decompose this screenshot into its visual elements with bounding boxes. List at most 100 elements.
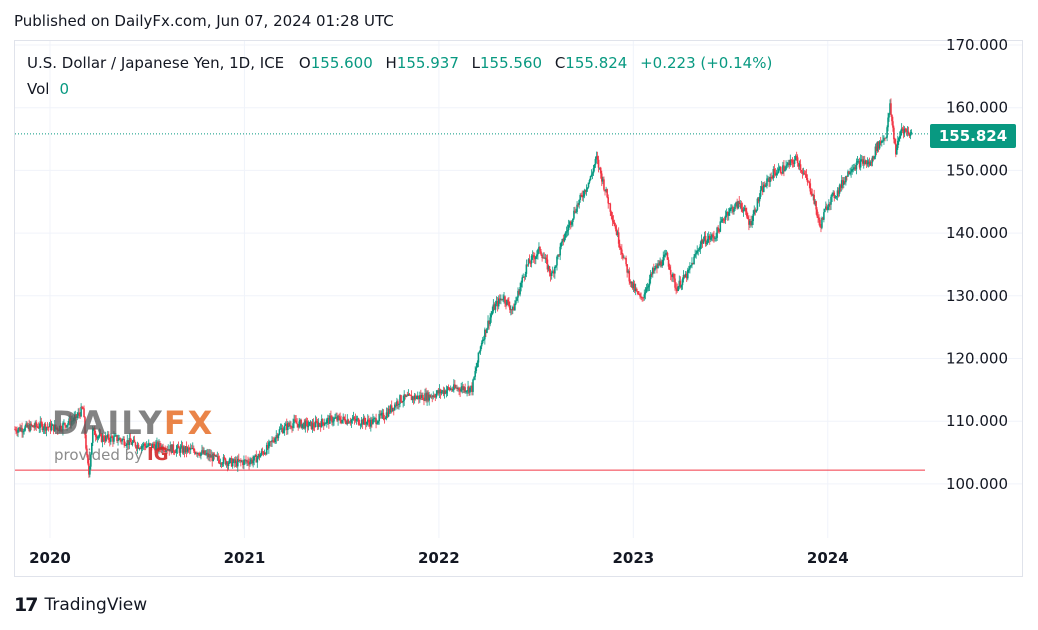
candle-body <box>169 445 172 452</box>
candle-body <box>680 285 683 288</box>
candle-body <box>829 203 831 205</box>
candle-body <box>412 396 415 400</box>
candle-body <box>96 436 99 439</box>
candle-body <box>184 446 187 453</box>
candle-body <box>235 460 238 467</box>
candle-body <box>737 201 739 209</box>
candle-body <box>774 172 777 176</box>
candle-body <box>482 339 485 341</box>
candle-body <box>445 390 448 394</box>
candle-body <box>371 419 373 425</box>
candle-body <box>118 438 120 441</box>
candle-body <box>625 257 627 265</box>
candle-body <box>581 195 584 197</box>
candle-body <box>598 167 601 169</box>
low-label: L <box>471 54 480 72</box>
candle-body <box>856 161 859 163</box>
candle-body <box>814 201 816 204</box>
candle-body <box>823 212 825 220</box>
candle-body <box>394 404 396 410</box>
candle-body <box>391 407 394 411</box>
candle-body <box>400 395 402 402</box>
candle-body <box>465 391 467 393</box>
candle-body <box>240 460 242 462</box>
candle-body <box>727 212 730 216</box>
candle-body <box>802 172 805 174</box>
candle-body <box>387 408 390 417</box>
candle-body <box>826 206 829 210</box>
candle-body <box>725 211 728 216</box>
candle-body <box>340 420 342 423</box>
candle-body <box>532 255 535 258</box>
candle-body <box>39 421 42 428</box>
candle-body <box>379 413 382 416</box>
candle-body <box>479 346 482 352</box>
candle-body <box>773 169 776 173</box>
candle-body <box>595 156 598 159</box>
candle-body <box>367 419 370 423</box>
candle-body <box>726 211 729 216</box>
candle-body <box>68 418 70 424</box>
candle-body <box>858 160 861 168</box>
candle-body <box>576 204 578 212</box>
candle-body <box>91 442 93 455</box>
candle-body <box>192 447 195 451</box>
candle-body <box>385 412 388 418</box>
candle-body <box>876 141 879 152</box>
candle-body <box>730 207 732 209</box>
candle-body <box>419 395 421 400</box>
candle-body <box>433 395 436 397</box>
candle-body <box>639 294 641 297</box>
candle-body <box>62 423 64 431</box>
candle-body <box>849 172 851 175</box>
candle-body <box>473 376 475 380</box>
candle-body <box>908 134 911 137</box>
candle-body <box>756 198 759 210</box>
candle-body <box>758 196 761 202</box>
candle-body <box>879 141 882 143</box>
y-tick-label: 170.000 <box>946 36 1008 54</box>
candle-body <box>794 156 797 161</box>
candle-body <box>186 447 189 452</box>
candle-body <box>30 423 32 427</box>
candle-body <box>901 128 904 130</box>
candle-body <box>895 143 897 155</box>
candle-body <box>114 435 116 437</box>
candle-body <box>216 456 219 458</box>
candle-body <box>398 404 400 405</box>
candle-body <box>417 395 420 400</box>
candle-body <box>854 167 857 170</box>
candle-body <box>494 303 497 310</box>
candle-body <box>257 454 260 458</box>
candle-body <box>251 459 253 464</box>
candle-body <box>768 178 770 183</box>
candle-body <box>610 211 613 216</box>
candle-body <box>335 417 337 419</box>
candle-body <box>599 167 602 174</box>
candle-body <box>695 253 697 255</box>
candle-body <box>488 320 490 325</box>
candle-body <box>41 423 44 431</box>
candle-body <box>868 161 871 166</box>
candle-body <box>571 221 573 225</box>
candle-body <box>771 176 774 179</box>
tradingview-footer[interactable]: 17 TradingView <box>14 594 147 616</box>
candle-body <box>880 140 883 143</box>
candle-body <box>511 306 514 310</box>
candle-body <box>134 442 137 447</box>
candle-body <box>623 257 625 259</box>
candle-body <box>243 459 245 466</box>
candle-body <box>549 272 552 276</box>
candle-body <box>316 422 319 428</box>
candle-body <box>591 173 594 175</box>
candle-body <box>622 254 624 259</box>
candle-body <box>339 417 341 421</box>
candle-body <box>217 456 220 460</box>
chart-frame[interactable] <box>14 40 1023 577</box>
candle-body <box>279 428 282 430</box>
candle-body <box>247 460 249 463</box>
candle-body <box>54 424 57 428</box>
candle-body <box>573 210 575 219</box>
candle-body <box>308 422 311 426</box>
